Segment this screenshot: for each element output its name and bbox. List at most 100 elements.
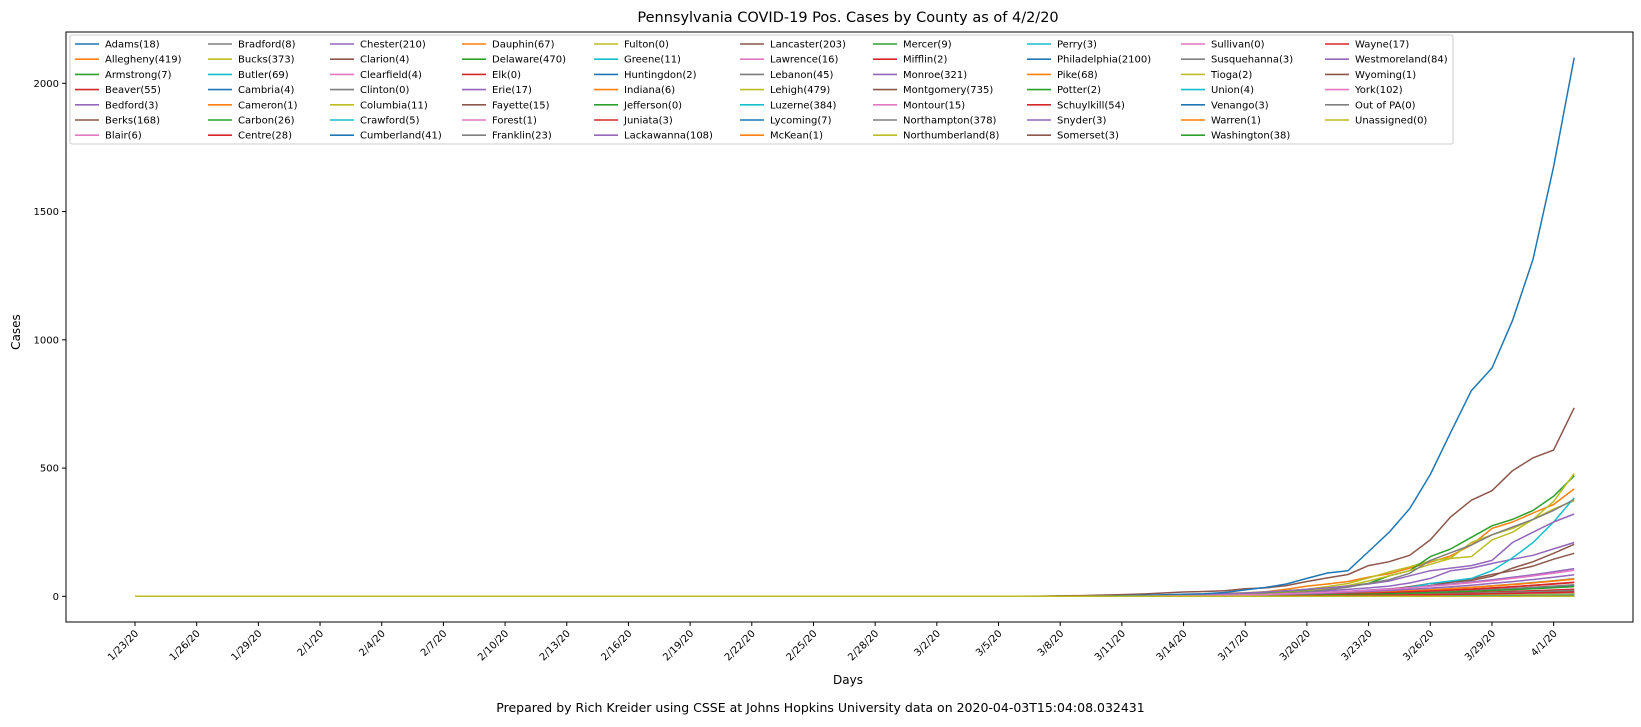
x-tick-label: 2/22/20 (723, 628, 758, 663)
chart-title: Pennsylvania COVID-19 Pos. Cases by Coun… (637, 10, 1058, 26)
x-tick-label: 2/25/20 (785, 628, 820, 663)
legend-entry: Jefferson(0) (594, 100, 682, 111)
legend-entry: Dauphin(67) (462, 40, 555, 51)
legend-label: Unassigned(0) (1355, 116, 1427, 127)
legend-entry: Somerset(3) (1027, 131, 1119, 142)
legend-entry: Carbon(26) (208, 116, 295, 127)
legend-entry: Erie(17) (462, 85, 532, 96)
legend-label: Lebanon(45) (770, 70, 833, 81)
x-tick-label: 3/26/20 (1401, 628, 1436, 663)
x-tick-label: 3/23/20 (1340, 628, 1375, 663)
legend-entry: Armstrong(7) (75, 70, 172, 81)
legend-entry: Juniata(3) (594, 116, 673, 127)
y-tick-label: 1000 (34, 335, 59, 346)
legend-label: Lycoming(7) (770, 116, 832, 127)
legend-entry: Clearfield(4) (330, 70, 422, 81)
legend-label: Carbon(26) (238, 116, 295, 127)
legend-label: Jefferson(0) (623, 100, 682, 111)
x-tick-label: 2/4/20 (357, 628, 388, 659)
x-tick-label: 3/11/20 (1093, 628, 1128, 663)
legend-entry: Centre(28) (208, 131, 292, 142)
legend-entry: Clinton(0) (330, 85, 410, 96)
legend-label: Out of PA(0) (1355, 100, 1416, 111)
series-line-lehigh-479 (135, 473, 1575, 598)
y-tick-label: 0 (53, 592, 59, 603)
legend-label: Dauphin(67) (492, 40, 555, 51)
legend-entry: Perry(3) (1027, 40, 1097, 51)
x-tick-label: 2/16/20 (600, 628, 635, 663)
legend-entry: Bucks(373) (208, 55, 295, 66)
legend-label: Butler(69) (238, 70, 289, 81)
x-tick-label: 1/29/20 (229, 628, 264, 663)
legend-entry: Cameron(1) (208, 100, 298, 111)
x-tick-label: 2/19/20 (661, 628, 696, 663)
legend-entry: Bradford(8) (208, 40, 296, 51)
legend-label: Lancaster(203) (770, 40, 846, 51)
legend-entry: Beaver(55) (75, 85, 161, 96)
x-tick-label: 3/14/20 (1155, 628, 1190, 663)
legend-entry: Adams(18) (75, 40, 160, 51)
legend-label: Bucks(373) (238, 55, 295, 66)
legend-label: Lackawanna(108) (624, 131, 713, 142)
legend-label: Susquehanna(3) (1211, 55, 1293, 66)
legend-entry: McKean(1) (740, 131, 823, 142)
legend-label: Huntingdon(2) (624, 70, 697, 81)
legend-entry: Lebanon(45) (740, 70, 833, 81)
legend-label: Westmoreland(84) (1355, 55, 1448, 66)
legend: Adams(18) Allegheny(419) Armstrong(7) Beave… (69, 34, 1454, 145)
legend-entry: Lawrence(16) (740, 55, 839, 66)
series-line-montgomery-735 (135, 407, 1575, 598)
legend-label: Armstrong(7) (105, 70, 172, 81)
legend-label: Cumberland(41) (360, 131, 442, 142)
x-tick-label: 2/10/20 (476, 628, 511, 663)
legend-label: Union(4) (1211, 85, 1254, 96)
legend-entry: Crawford(5) (330, 116, 420, 127)
legend-entry: Venango(3) (1181, 100, 1269, 111)
legend-label: Philadelphia(2100) (1057, 55, 1151, 66)
legend-entry: York(102) (1325, 85, 1403, 96)
legend-label: Adams(18) (105, 40, 160, 51)
x-tick-label: 2/7/20 (419, 628, 450, 659)
legend-entry: Greene(11) (594, 55, 681, 66)
legend-label: Indiana(6) (624, 85, 675, 96)
legend-label: Cambria(4) (238, 85, 294, 96)
legend-label: Allegheny(419) (105, 55, 182, 66)
legend-entry: Indiana(6) (594, 85, 675, 96)
legend-label: Chester(210) (360, 40, 426, 51)
legend-entry: Huntingdon(2) (594, 70, 697, 81)
legend-entry: Potter(2) (1027, 85, 1101, 96)
x-tick-label: 3/8/20 (1036, 628, 1067, 659)
legend-entry: Snyder(3) (1027, 116, 1106, 127)
series-layer (135, 57, 1575, 598)
legend-label: Tioga(2) (1210, 70, 1252, 81)
legend-entry: Philadelphia(2100) (1027, 55, 1151, 66)
legend-label: Warren(1) (1211, 116, 1261, 127)
legend-label: Pike(68) (1057, 70, 1098, 81)
series-line-bucks-373 (135, 500, 1575, 598)
legend-entry: Mercer(9) (873, 40, 952, 51)
y-tick-label: 2000 (34, 79, 59, 90)
legend-entry: Wayne(17) (1325, 40, 1409, 51)
legend-label: Wayne(17) (1355, 40, 1409, 51)
legend-entry: Fulton(0) (594, 40, 669, 51)
legend-label: Northumberland(8) (903, 131, 1000, 142)
legend-entry: Tioga(2) (1181, 70, 1252, 81)
y-tick-label: 500 (40, 464, 59, 475)
legend-label: Cameron(1) (238, 100, 298, 111)
legend-entry: Luzerne(384) (740, 100, 837, 111)
x-tick-label: 3/17/20 (1216, 628, 1251, 663)
legend-label: Erie(17) (492, 85, 532, 96)
legend-label: Wyoming(1) (1355, 70, 1416, 81)
x-axis-label: Days (833, 673, 863, 687)
legend-label: Lawrence(16) (770, 55, 839, 66)
legend-entry: Forest(1) (462, 116, 537, 127)
caption: Prepared by Rich Kreider using CSSE at J… (496, 700, 1145, 715)
legend-entry: Clarion(4) (330, 55, 409, 66)
legend-entry: Lycoming(7) (740, 116, 832, 127)
x-tick-label: 1/26/20 (168, 628, 203, 663)
series-line-luzerne-384 (135, 497, 1575, 598)
legend-label: Snyder(3) (1057, 116, 1106, 127)
legend-entry: Lancaster(203) (740, 40, 846, 51)
legend-entry: Allegheny(419) (75, 55, 182, 66)
